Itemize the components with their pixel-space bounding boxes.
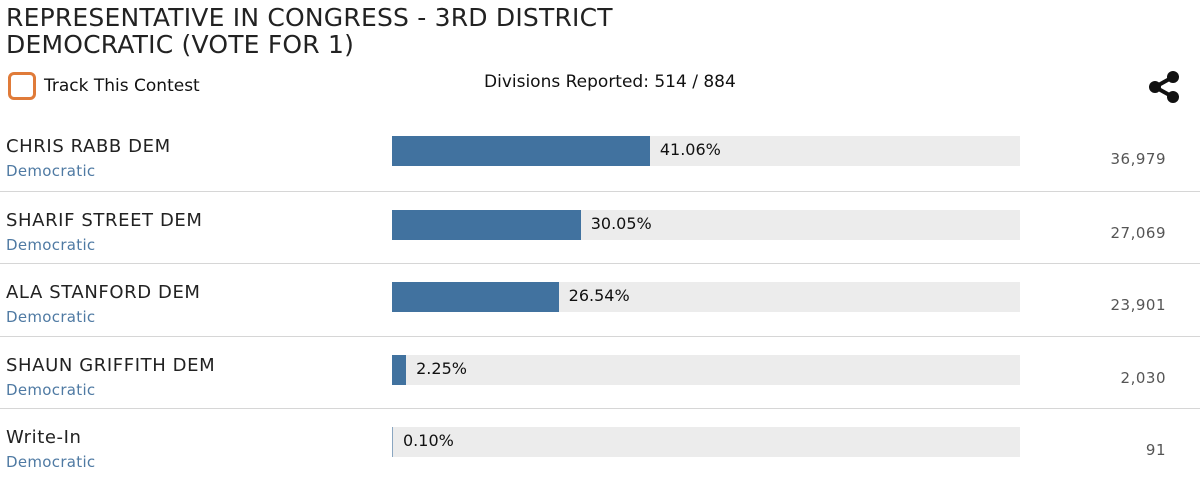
vote-bar-fill <box>392 427 393 457</box>
vote-count: 2,030 <box>1120 368 1166 387</box>
vote-percent: 30.05% <box>590 213 652 233</box>
vote-bar-fill <box>392 354 407 385</box>
results-list: CHRIS RABB DEM Democratic 41.06% 36,979 … <box>0 118 1200 481</box>
track-contest-toggle[interactable]: Track This Contest <box>8 72 200 100</box>
contest-title: REPRESENTATIVE IN CONGRESS - 3RD DISTRIC… <box>6 4 613 58</box>
candidate-row: ALA STANFORD DEM Democratic 26.54% 23,90… <box>0 263 1200 336</box>
candidate-name: ALA STANFORD DEM <box>6 282 201 303</box>
candidate-party: Democratic <box>6 235 96 254</box>
candidate-party: Democratic <box>6 453 96 471</box>
candidate-name: SHAUN GRIFFITH DEM <box>6 354 216 376</box>
candidate-name: CHRIS RABB DEM <box>6 136 171 157</box>
candidate-party: Democratic <box>6 162 96 180</box>
vote-bar-track: 26.54% <box>392 282 1020 312</box>
vote-count: 36,979 <box>1110 150 1166 168</box>
candidate-party: Democratic <box>6 380 96 399</box>
candidate-row: CHRIS RABB DEM Democratic 41.06% 36,979 <box>0 118 1200 191</box>
candidate-row: SHAUN GRIFFITH DEM Democratic 2.25% 2,03… <box>0 335 1200 409</box>
vote-bar-fill <box>392 282 559 312</box>
vote-percent: 2.25% <box>416 358 467 378</box>
vote-bar-fill <box>392 209 581 240</box>
divisions-reported: Divisions Reported: 514 / 884 <box>484 72 736 92</box>
track-contest-label: Track This Contest <box>44 76 200 96</box>
vote-count: 27,069 <box>1110 223 1166 242</box>
vote-bar-track: 41.06% <box>392 136 1020 166</box>
contest-title-line1: REPRESENTATIVE IN CONGRESS - 3RD DISTRIC… <box>6 3 613 32</box>
candidate-name: Write-In <box>6 427 82 448</box>
share-icon[interactable] <box>1146 70 1182 104</box>
candidate-row: SHARIF STREET DEM Democratic 30.05% 27,0… <box>0 190 1200 264</box>
track-contest-checkbox[interactable] <box>8 72 36 100</box>
contest-title-line2: DEMOCRATIC (VOTE FOR 1) <box>6 30 355 59</box>
candidate-party: Democratic <box>6 308 96 326</box>
candidate-row: Write-In Democratic 0.10% 91 <box>0 408 1200 481</box>
vote-count: 91 <box>1145 441 1166 459</box>
vote-percent: 41.06% <box>659 140 721 159</box>
vote-bar-fill <box>392 136 650 166</box>
vote-count: 23,901 <box>1110 296 1166 314</box>
vote-bar-track: 30.05% <box>392 209 1020 240</box>
vote-bar-track: 0.10% <box>392 427 1020 457</box>
vote-bar-track: 2.25% <box>392 354 1020 385</box>
vote-percent: 26.54% <box>568 286 630 305</box>
vote-percent: 0.10% <box>403 431 454 450</box>
candidate-name: SHARIF STREET DEM <box>6 209 203 231</box>
